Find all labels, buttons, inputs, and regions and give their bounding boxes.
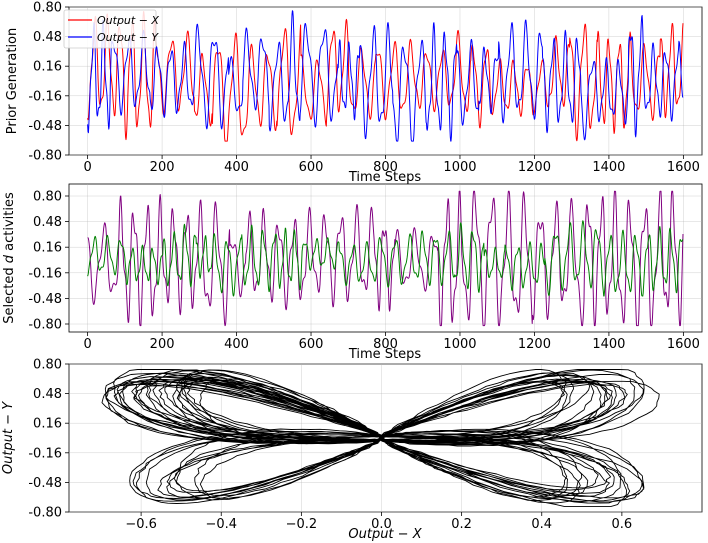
legend: Output − X Output − Y [63,9,159,49]
y-tick-label: 0.16 [33,60,62,75]
x-tick-label: 1600 [667,337,700,352]
gridlines [69,184,702,332]
x-tick-label: 200 [150,337,175,352]
x-tick-label: −0.4 [205,517,237,532]
tick-layer: 0 200 400 600 800 1000 1200 1400 1600 -0.80 -0.48 -… [28,1,700,176]
series-layer [101,369,660,507]
y-tick-label: -0.16 [28,89,62,104]
x-tick-label: 0 [83,160,91,175]
y-tick-label: 0.80 [33,358,62,373]
y-tick-label: 0.48 [33,387,62,402]
y-tick-label: -0.48 [28,476,62,491]
x-tick-label: 1000 [443,337,476,352]
y-tick-label: -0.16 [28,446,62,461]
x-tick-label: 1600 [667,160,700,175]
y-tick-label: 0.48 [33,30,62,45]
x-tick-label: 400 [224,337,249,352]
plot-frame [68,363,703,513]
x-tick-label: 1400 [592,337,625,352]
panel-prior-generation: 0 200 400 600 800 1000 1200 1400 1600 -0.80 -0.48 -… [5,1,703,185]
y-tick-label: 0.16 [33,417,62,432]
x-tick-label: 0.2 [451,517,472,532]
legend-label-x: Output − X [97,14,159,27]
series-layer [87,10,684,142]
x-tick-label: 0 [83,337,91,352]
panel-phase-plot: −0.6 −0.4 −0.2 0.0 0.2 0.4 0.6 -0.80 -0.48 -0.16 0… [1,358,703,542]
y-axis-label: Output − Y [1,401,16,474]
panel-selected-d-activities: 0 200 400 600 800 1000 1200 1400 1600 -0.80 -0.48 -… [2,183,703,362]
y-tick-label: 0.80 [33,1,62,16]
y-tick-label: 0.80 [33,190,62,205]
series-phase-trajectory [101,369,660,507]
x-tick-label: −0.2 [286,517,318,532]
y-axis-label: Selected d activities [2,192,17,324]
x-tick-label: 1200 [518,160,551,175]
x-tick-label: 0.4 [531,517,552,532]
x-axis-label: Time Steps [348,170,422,185]
y-axis-label: Prior Generation [5,28,20,135]
y-tick-label: 0.48 [33,215,62,230]
x-tick-label: 400 [224,160,249,175]
x-tick-label: 200 [150,160,175,175]
tick-layer: 0 200 400 600 800 1000 1200 1400 1600 -0.80 -0.48 -… [28,190,700,353]
x-tick-label: 600 [299,337,324,352]
x-tick-label: 1000 [443,160,476,175]
y-tick-label: -0.48 [28,119,62,134]
tick-layer: −0.6 −0.4 −0.2 0.0 0.2 0.4 0.6 -0.80 -0.48 -0.16 0… [28,358,632,533]
y-tick-label: -0.80 [28,318,62,333]
series-output-y-line [87,10,684,142]
y-tick-label: -0.80 [28,149,62,164]
series-output-x-line [87,11,684,142]
series-layer [87,190,684,327]
x-tick-label: 800 [373,337,398,352]
y-tick-label: -0.80 [28,506,62,521]
x-tick-label: 0.0 [371,517,392,532]
legend-label-y: Output − Y [97,31,159,44]
x-tick-label: −0.6 [125,517,157,532]
x-axis-label: Time Steps [348,347,422,362]
y-tick-label: -0.16 [28,266,62,281]
x-tick-label: 600 [299,160,324,175]
x-axis-label: Output − X [348,527,422,542]
x-tick-label: 0.6 [612,517,633,532]
x-tick-label: 1200 [518,337,551,352]
x-tick-label: 800 [373,160,398,175]
x-tick-label: 1400 [592,160,625,175]
series-d-unit-1-line [87,190,684,327]
y-tick-label: 0.16 [33,241,62,256]
y-tick-label: -0.48 [28,292,62,307]
series-d-unit-2-line [87,220,684,297]
